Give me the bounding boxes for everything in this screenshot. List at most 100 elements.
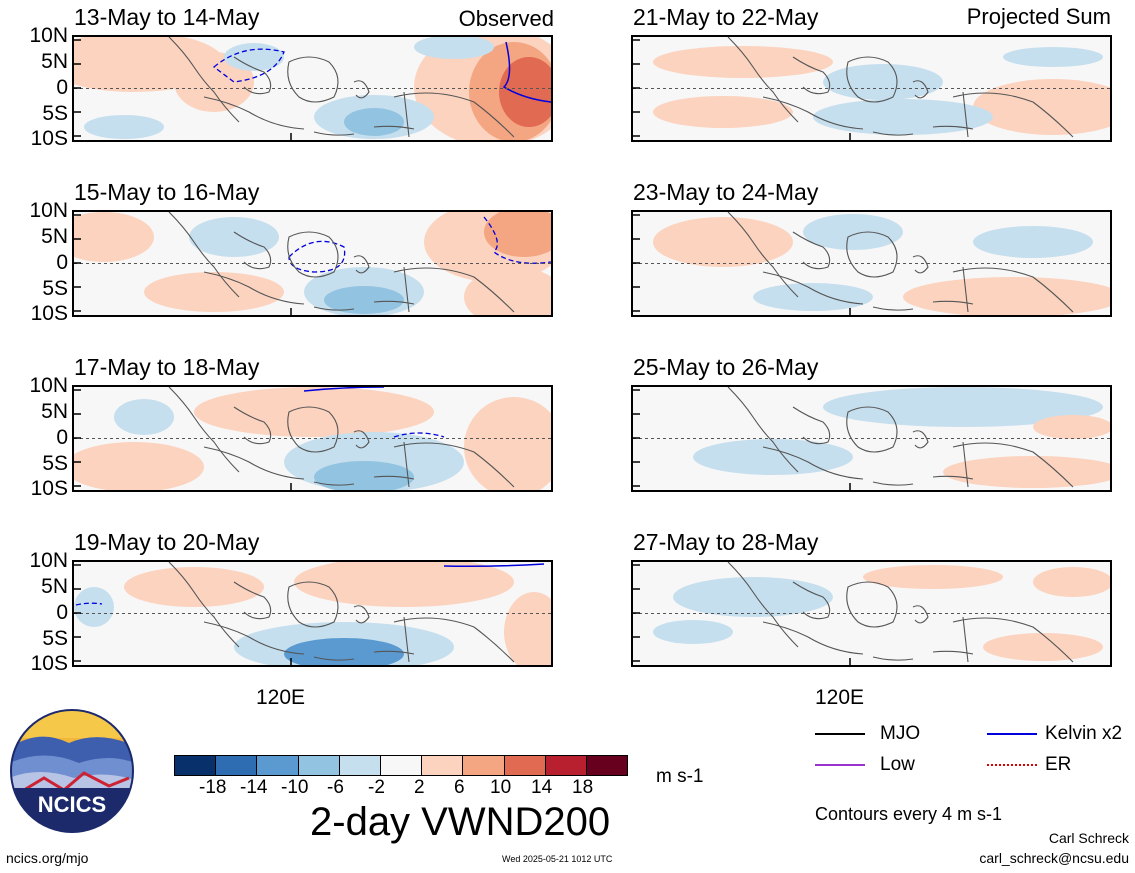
coastline [203,96,305,130]
colorbar-swatch [585,756,628,775]
lat-label: 5N [41,400,68,423]
coastline [313,306,355,311]
map-panel-observed-4 [72,560,553,667]
lat-label: 10N [29,549,68,572]
coastline [962,91,969,138]
coastline [952,617,1074,663]
legend: MJO Kelvin x2 Low ER [815,723,1135,783]
coastline [393,267,515,313]
lon-label-right: 120E [815,686,865,709]
coastline [203,446,305,480]
coastline [403,91,410,138]
coastline [912,430,929,449]
lat-label: 10N [29,374,68,397]
lat-label: 10S [30,477,68,500]
coastline [353,255,370,274]
coastline [846,406,898,453]
coastline [168,37,240,123]
lat-label: 0 [56,426,68,449]
footer-author: Carl Schreck [1048,830,1129,846]
map-field [633,212,1110,315]
legend-line-kelvin [987,733,1037,735]
colorbar-swatch [338,756,380,775]
logo-text: NCICS [38,792,106,817]
colorbar-swatch [421,756,463,775]
coastline [373,300,415,305]
coastline [727,562,799,648]
lat-label: 5S [42,627,68,650]
coastline [353,430,370,449]
colorbar-tick: 18 [572,777,594,798]
lon-label-left: 120E [256,686,306,709]
coastline [393,442,515,488]
coastline [962,616,969,663]
colorbar-swatch [175,756,216,775]
footer-email[interactable]: carl_schreck@ncsu.edu [979,850,1129,866]
legend-line-low [815,764,865,766]
map-panel-observed-1 [72,35,553,142]
map-panel-projected-1 [631,35,1112,142]
colorbar-swatch [379,756,422,775]
coastline [287,56,339,103]
lat-label: 5N [41,575,68,598]
coastline [952,267,1074,313]
coastline [727,387,799,473]
colorbar-swatch [462,756,504,775]
lat-label: 10N [29,24,68,47]
map-panel-observed-3 [72,385,553,492]
coastline [727,37,799,123]
coastline [792,581,831,620]
coastline [932,300,974,305]
panel-title-8: 27-May to 28-May [633,529,819,555]
colorbar-tick: -6 [327,777,344,798]
lat-label: 5S [42,277,68,300]
colorbar-tick: 10 [490,777,512,798]
map-field [74,37,551,140]
colorbar-tick: -18 [199,777,227,798]
coastline [912,255,929,274]
coastline [872,481,914,486]
coastline [287,231,339,278]
colorbar-swatch [544,756,586,775]
coastline [932,650,974,655]
lat-label: 10S [30,302,68,325]
colorbar-tick: 2 [414,777,425,798]
panel-title-1: 13-May to 14-May [74,4,260,30]
coastline [313,131,355,136]
colorbar-swatch [256,756,298,775]
coastline [353,605,370,624]
coastline [932,475,974,480]
coastline [168,387,240,473]
map-field [74,562,551,665]
panel-title-7: 25-May to 26-May [633,354,819,380]
panel-label-observed: Observed [458,6,554,31]
panel-title-4: 19-May to 20-May [74,529,260,555]
coastline [762,446,864,480]
coastline [353,80,370,99]
coastline [932,125,974,130]
map-field [74,387,551,490]
lat-label: 5N [41,50,68,73]
coastline [872,306,914,311]
footer-url[interactable]: ncics.org/mjo [6,850,89,866]
lat-label: 5S [42,452,68,475]
coastline [287,581,339,628]
map-field [74,212,551,315]
coastline [872,131,914,136]
coastline [393,92,515,138]
coastline [846,231,898,278]
coastline [952,92,1074,138]
panel-title-2: 15-May to 16-May [74,179,260,205]
lat-label: 10S [30,127,68,150]
coastline [403,616,410,663]
panel-title-6: 23-May to 24-May [633,179,819,205]
coastline [962,266,969,313]
coastline [792,56,831,95]
coastline [792,231,831,270]
map-field [633,37,1110,140]
coastline [313,656,355,661]
legend-label-mjo: MJO [880,723,921,744]
legend-label-er: ER [1045,754,1072,775]
map-panel-observed-2 [72,210,553,317]
panel-label-projected: Projected Sum [966,4,1111,29]
